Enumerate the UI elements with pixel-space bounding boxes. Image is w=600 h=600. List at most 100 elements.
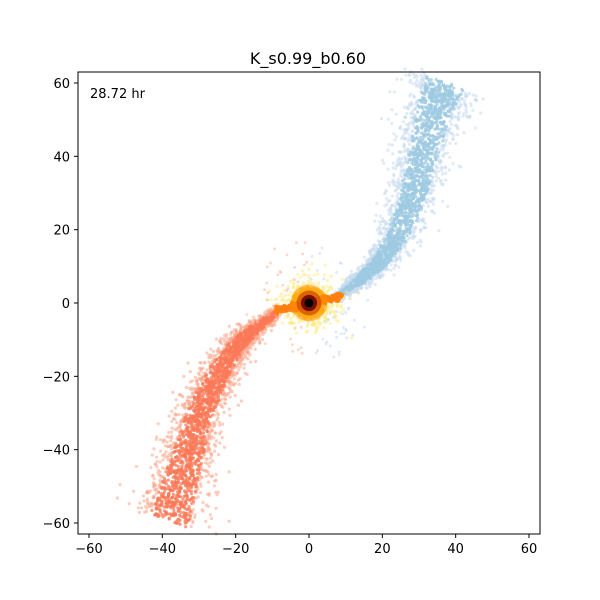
series-1-point [200,421,204,425]
series-0-point [433,104,437,108]
series-0-point [388,211,392,215]
series-1-point [218,363,222,367]
series-0-point [422,70,426,75]
series-0-point [405,111,409,115]
series-0-point [372,253,377,257]
series-1-point [198,482,203,486]
series-1-point [208,403,212,408]
series-1-point [246,351,250,355]
series-1-point [165,487,169,491]
series-1-point [138,501,142,505]
series-0-point [427,148,431,152]
series-1-point [131,489,136,494]
series-0-point [422,145,426,150]
series-0-point [451,162,455,166]
series-0-point [399,258,403,263]
series-0-point [433,170,437,174]
series-0-point [432,211,436,215]
series-0-point [424,89,428,93]
series-0-point [418,115,423,119]
series-0-point [361,270,365,274]
series-0-point [430,81,434,85]
series-0-point [431,188,435,192]
series-0-point [427,142,431,146]
series-0-point [371,246,375,250]
series-0-point [415,78,419,83]
series-1-point [115,496,119,500]
series-0-point [384,196,389,200]
series-1-point [228,387,232,391]
series-0-point [390,108,394,112]
series-0-point [417,203,421,207]
series-0-point [398,160,403,165]
series-0-point [430,95,434,99]
series-1-point [177,499,181,504]
series-0-point [449,122,454,127]
series-0-point [440,165,444,170]
series-0-point [384,230,388,234]
series-1-point [253,347,257,351]
series-1-point [177,393,182,397]
series-1-point [178,430,182,434]
series-1-point [150,504,154,508]
series-0-point [388,258,392,262]
series-0-point [443,166,447,170]
series-1-point [184,469,188,473]
series-0-point [379,260,383,264]
series-0-point [442,132,446,136]
series-0-point [424,99,428,103]
series-0-point [368,250,372,254]
series-0-point [383,222,387,226]
series-0-point [442,113,447,117]
series-0-point [374,247,378,251]
series-0-point [441,148,445,152]
series-0-point [412,94,416,98]
series-0-point [423,210,428,214]
series-0-point [387,183,392,187]
series-0-point [399,243,403,247]
series-0-point [375,244,379,248]
series-0-point [440,168,444,173]
series-1-point [195,378,199,382]
series-1-point [218,349,222,353]
series-0-point [410,221,414,225]
series-1-point [163,513,167,517]
series-0-point [426,197,431,202]
series-0-point [363,280,367,284]
series-0-point [396,214,401,218]
series-0-point [392,174,396,178]
series-0-point [414,148,418,152]
series-1-point [224,335,229,339]
series-0-point [381,216,385,221]
series-0-point [455,132,460,137]
series-1-point [215,349,219,354]
series-1-point [236,403,240,407]
series-0-point [378,254,382,259]
series-0-point [419,86,423,90]
series-0-point [453,115,457,119]
series-1-point [198,491,203,495]
series-0-point [408,142,412,147]
series-1-point [214,478,218,482]
series-0-point [382,249,386,254]
series-0-point [421,198,426,202]
series-0-point [375,201,379,206]
series-1-point [174,502,178,506]
series-0-point [412,180,416,184]
series-0-point [457,93,461,97]
series-1-point [176,521,180,525]
series-0-point [434,158,438,162]
series-0-point [411,124,415,128]
series-1-point [227,470,231,474]
series-0-point [450,94,455,98]
series-1-point [170,459,174,463]
series-0-point [429,191,433,195]
series-1-point [205,394,210,398]
series-1-point [186,395,190,399]
series-0-point [361,267,365,271]
series-0-point [391,253,395,258]
series-0-point [392,237,396,241]
series-0-point [435,96,439,100]
series-0-point [426,204,430,208]
series-0-point [405,127,409,131]
